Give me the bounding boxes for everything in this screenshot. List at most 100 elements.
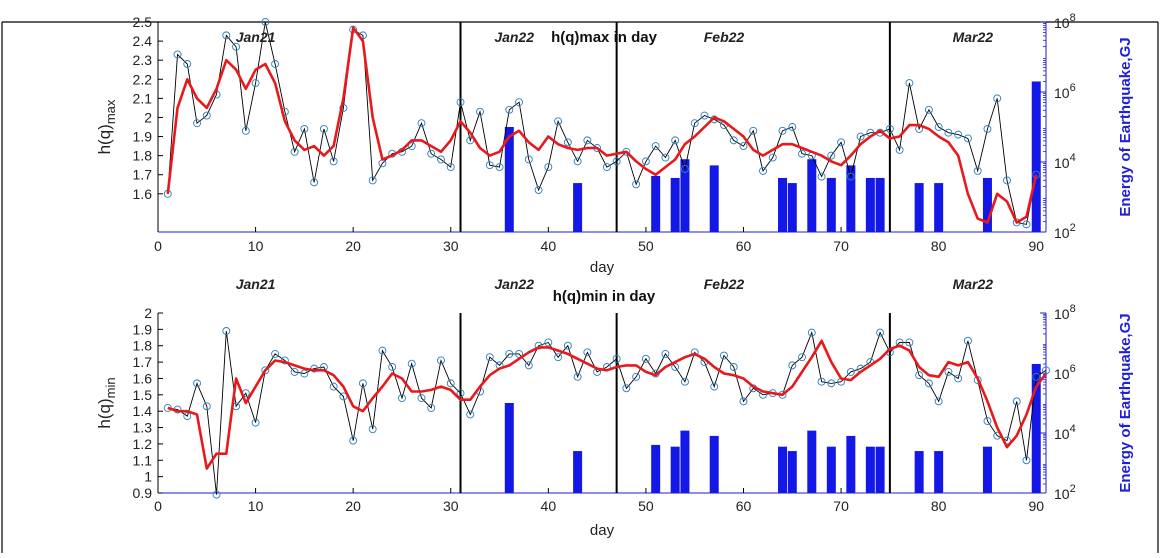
energy-bar [670, 446, 680, 493]
energy-bar [826, 177, 836, 232]
daily-point [183, 60, 192, 68]
daily-point [583, 136, 592, 145]
daily-point [407, 359, 416, 368]
daily-point [680, 165, 689, 173]
energy-bar [807, 159, 817, 232]
energy-bar [651, 444, 661, 493]
y2-tick-base: 10 [1054, 155, 1070, 171]
y-tick-label: 1.1 [133, 452, 153, 468]
daily-point [954, 374, 963, 383]
daily-point [837, 138, 846, 147]
daily-point [788, 123, 797, 131]
daily-point [544, 163, 553, 172]
y2-tick-base: 10 [1054, 366, 1070, 382]
daily-point [437, 356, 445, 365]
daily-point [768, 153, 777, 162]
y-tick-label: 0.9 [133, 485, 153, 501]
daily-point [427, 149, 436, 158]
y-tick-label: 1.3 [133, 420, 153, 436]
daily-point [973, 166, 982, 175]
y-tick-label: 1.5 [133, 387, 153, 403]
daily-point [193, 119, 201, 128]
daily-point [885, 124, 894, 133]
energy-bar [846, 435, 856, 493]
daily-point [202, 402, 211, 411]
y-tick-label: 2.4 [133, 33, 153, 49]
daily-point [729, 363, 738, 371]
daily-point [690, 119, 699, 128]
x-tick-label: 50 [638, 498, 654, 514]
daily-point [1012, 397, 1021, 406]
y-axis-label-base: h(q) [95, 398, 114, 428]
daily-point [554, 117, 563, 126]
y2-tick-exponent: 4 [1070, 423, 1076, 435]
y-tick-label: 1.7 [133, 354, 153, 370]
month-label: Jan21 [236, 276, 276, 292]
daily-point [846, 172, 855, 181]
energy-bar [807, 430, 817, 493]
daily-point [554, 353, 563, 362]
chart-title: h(q)min in day [553, 288, 656, 305]
daily-point [1003, 176, 1011, 185]
x-tick-label: 80 [931, 238, 947, 254]
daily-point [798, 149, 806, 158]
x-axis-label: day [590, 259, 615, 276]
daily-point [817, 172, 826, 181]
daily-point [671, 136, 680, 145]
daily-point [1022, 220, 1031, 229]
daily-point [963, 134, 972, 143]
daily-point [905, 79, 914, 88]
daily-point [193, 379, 201, 388]
daily-point [798, 353, 806, 362]
daily-point [505, 349, 514, 358]
y-tick-label: 2.5 [133, 14, 153, 30]
daily-point [388, 363, 397, 371]
daily-point [817, 377, 826, 386]
energy-bar [875, 446, 885, 493]
y2-tick-label: 106 [1054, 82, 1076, 101]
hq-max-panel: 0 10 20 30 40 50 60 70 80 90 1.6 1.7 1.8 1.9 2 2.1 2.2 2.… [95, 12, 1134, 276]
daily-point [358, 379, 367, 388]
y2-axis-label: Energy of Earthquake,GJ [1117, 313, 1134, 492]
daily-point [739, 142, 748, 151]
daily-point [963, 336, 972, 345]
energy-bar [573, 451, 583, 493]
daily-point [641, 157, 650, 166]
y-tick-label: 1.8 [133, 338, 153, 354]
energy-bar [709, 435, 719, 493]
y-axis-label-subscript: max [103, 99, 118, 124]
daily-point [983, 417, 992, 425]
daily-point [583, 348, 592, 357]
daily-point [456, 389, 465, 398]
energy-bar [573, 183, 583, 232]
energy-bar [778, 446, 788, 493]
daily-point [202, 111, 211, 120]
smoothed-series-line [167, 339, 1048, 470]
daily-point [261, 18, 270, 26]
energy-bar [680, 430, 690, 493]
daily-point [368, 425, 377, 434]
energy-bar [982, 177, 992, 232]
daily-point [329, 157, 338, 166]
daily-point [563, 341, 572, 350]
daily-point [456, 98, 465, 107]
daily-point [427, 403, 436, 412]
y2-tick-exponent: 2 [1070, 483, 1076, 495]
daily-point [417, 119, 426, 128]
daily-point [700, 111, 709, 120]
y2-tick-exponent: 4 [1070, 152, 1076, 164]
x-tick-label: 70 [833, 238, 849, 254]
daily-point [534, 341, 543, 350]
y-axis-label-base: h(q) [95, 124, 114, 154]
daily-point [573, 157, 582, 166]
daily-point [368, 176, 377, 185]
daily-point [563, 138, 572, 147]
energy-bar [934, 183, 944, 232]
y-tick-label: 2.2 [133, 71, 153, 87]
daily-point [1032, 372, 1041, 381]
month-label: Jan22 [494, 276, 534, 292]
x-tick-label: 0 [154, 238, 162, 254]
y2-tick-base: 10 [1054, 15, 1070, 31]
energy-bar [670, 177, 680, 232]
